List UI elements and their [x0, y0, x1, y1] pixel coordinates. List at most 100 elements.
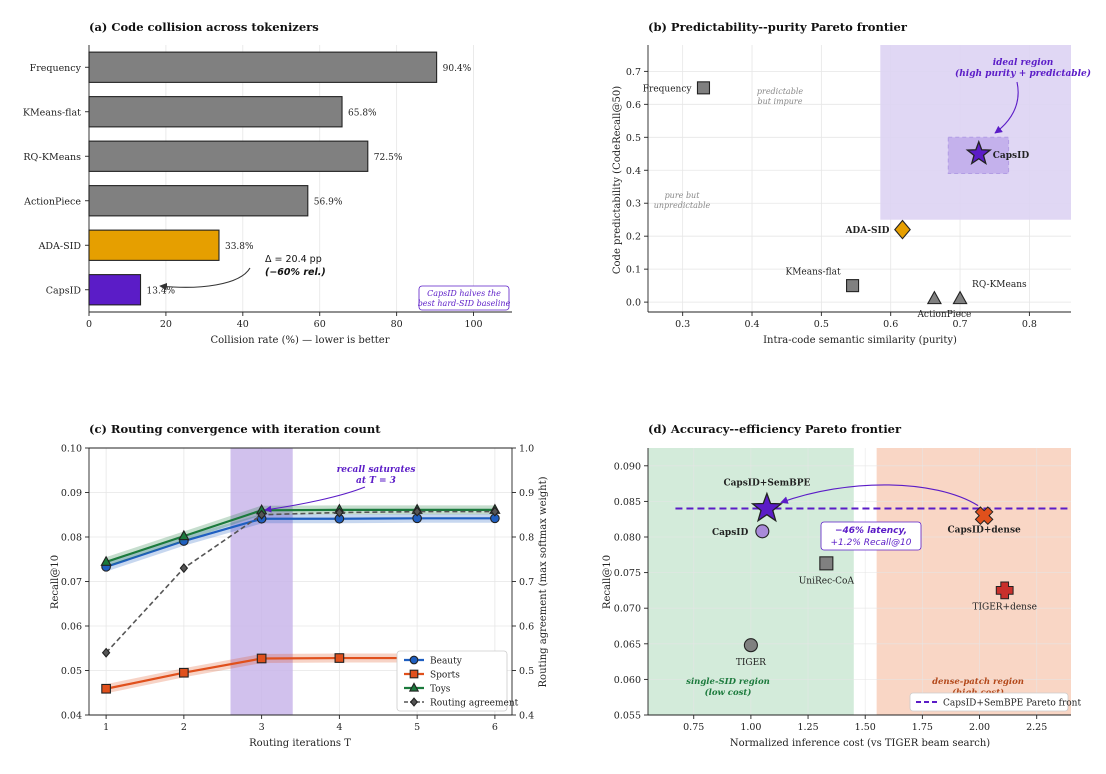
category-label-ada-sid: ADA-SID: [38, 241, 82, 252]
point-unirec-coa: [819, 556, 834, 571]
panel-b-ytick-label: 0.0: [626, 298, 641, 309]
bar-actionpiece: [88, 185, 309, 217]
point-label-unirec-coa: UniRec-CoA: [799, 576, 855, 586]
point-label-tiger: TIGER: [736, 658, 766, 668]
legend-marker-toys: [408, 682, 420, 692]
point-label-capsid: CapsID: [993, 151, 1030, 161]
panel-b-ytick-label: 0.7: [626, 67, 641, 78]
ideal-region-shade: [880, 45, 1071, 220]
value-label-kmeans-flat: 65.8%: [348, 108, 377, 118]
panel-b-ytick-label: 0.2: [626, 232, 641, 243]
panel-d-legend-label: CapsID+SemBPE Pareto front: [943, 699, 1081, 709]
panel-d-legend: CapsID+SemBPE Pareto front: [909, 692, 1081, 712]
panel-d-ytick-label: 0.060: [614, 675, 641, 686]
panel-a-xtick-label: 100: [464, 319, 482, 330]
single-sid-line1: single-SID region: [686, 677, 770, 687]
panel-b-ylabel: Code predictability (CodeRecall@50): [612, 86, 623, 274]
panel-b-xtick-label: 0.4: [744, 319, 759, 330]
saturate-line2: at T = 3: [356, 476, 396, 486]
panel-b-xlabel: Intra-code semantic similarity (purity): [763, 335, 957, 346]
point-label-tiger-dense: TIGER+dense: [972, 602, 1036, 612]
legend-label-toys: Toys: [430, 684, 451, 694]
legend-label-routing-agreement: Routing agreement: [430, 698, 519, 708]
panel-c-xtick-label: 4: [336, 722, 342, 733]
panel-c-ytick-right-label: 1.0: [519, 444, 534, 455]
panel-c-ytick-right-label: 0.8: [519, 533, 534, 544]
pure-unpredictable-line1: pure but: [665, 191, 701, 200]
panel-c-ytick-right-label: 0.7: [519, 577, 534, 588]
point-label-ada-sid: ADA-SID: [844, 226, 889, 236]
panel-c-ytick-label: 0.09: [61, 488, 82, 499]
line-beauty: [105, 517, 495, 568]
category-label-frequency: Frequency: [30, 63, 82, 74]
marker-routing-agreement: [335, 507, 344, 518]
point-capsid-sembpe: [750, 491, 783, 523]
panel-c-routing-chart: (c) Routing convergence with iteration c…: [50, 422, 549, 749]
marker-toys: [100, 555, 112, 566]
point-ada-sid: [894, 219, 911, 240]
marker-routing-agreement: [490, 506, 500, 517]
category-label-kmeans-flat: KMeans-flat: [23, 107, 81, 118]
panel-c-ytick-label: 0.07: [61, 577, 82, 588]
panel-a-xtick-label: 60: [314, 319, 326, 330]
marker-routing-agreement: [412, 506, 422, 517]
panel-d-xtick-label: 2.00: [969, 722, 990, 733]
delta-annotation-line1: Δ = 20.4 pp: [265, 254, 322, 265]
dense-patch-line1: dense-patch region: [932, 677, 1024, 687]
panel-b-ytick-label: 0.5: [626, 133, 641, 144]
panel-d-xtick-label: 1.00: [740, 722, 761, 733]
point-kmeans-flat: [846, 279, 860, 293]
panel-d-xtick-label: 1.50: [855, 722, 876, 733]
value-label-actionpiece: 56.9%: [314, 197, 343, 207]
point-capsid-dense: [974, 506, 994, 526]
panel-b-ytick-label: 0.3: [626, 199, 641, 210]
panel-c-ytick-right-label: 0.4: [519, 711, 534, 722]
panel-b-predictability-chart: (b) Predictability--purity Pareto fronti…: [612, 20, 1091, 346]
panel-c-xtick-label: 6: [492, 722, 498, 733]
value-label-rq-kmeans: 72.5%: [374, 153, 403, 163]
panel-d-ytick-label: 0.055: [614, 711, 641, 722]
panel-c-ylabel: Recall@10: [50, 555, 61, 609]
panel-c-xtick-label: 2: [181, 722, 187, 733]
line-toys: [105, 508, 495, 563]
panel-b-ytick-label: 0.1: [626, 265, 641, 276]
panel-d-ytick-label: 0.085: [614, 497, 641, 508]
panel-a-xlabel: Collision rate (%) — lower is better: [211, 335, 390, 346]
panel-a-title: (a) Code collision across tokenizers: [89, 20, 319, 34]
panel-b-xtick-label: 0.7: [952, 319, 967, 330]
panel-c-legend: Beauty Sports Toys Routing agreement: [396, 650, 519, 712]
point-capsid: [965, 139, 992, 166]
marker-routing-agreement: [257, 509, 266, 520]
panel-d-xtick-label: 1.75: [912, 722, 933, 733]
panel-c-ylabel-right: Routing agreement (max softmax weight): [538, 476, 549, 687]
point-tiger-dense: [995, 581, 1014, 600]
point-rq-kmeans: [952, 290, 968, 305]
point-label-frequency: Frequency: [643, 84, 693, 94]
point-label-kmeans-flat: KMeans-flat: [785, 268, 840, 278]
panel-b-xtick-label: 0.8: [1022, 319, 1037, 330]
panel-c-ytick-right-label: 0.9: [519, 488, 534, 499]
legend-marker-beauty: [409, 655, 419, 665]
panel-b-xtick-label: 0.3: [675, 319, 690, 330]
point-tiger: [743, 638, 758, 653]
bar-capsid: [88, 274, 142, 306]
panel-d-xtick-label: 2.25: [1026, 722, 1047, 733]
panel-a-collision-chart: (a) Code collision across tokenizers Fre…: [23, 20, 512, 346]
panel-b-ytick-label: 0.4: [626, 166, 641, 177]
bar-kmeans-flat: [88, 96, 343, 128]
panel-b-xtick-label: 0.6: [883, 319, 898, 330]
category-label-capsid: CapsID: [46, 285, 82, 296]
saturation-highlight: [230, 448, 293, 715]
bar-rq-kmeans: [88, 140, 369, 172]
point-frequency: [696, 81, 711, 95]
panel-d-ytick-label: 0.080: [614, 533, 641, 544]
marker-routing-agreement: [101, 647, 111, 658]
ideal-region-line1: ideal region: [993, 58, 1054, 68]
panel-d-ytick-label: 0.065: [614, 639, 641, 650]
panel-c-ytick-label: 0.04: [61, 711, 82, 722]
point-label-rq-kmeans: RQ-KMeans: [972, 280, 1027, 290]
panel-a-xtick-label: 40: [237, 319, 249, 330]
improvement-arrow: [780, 484, 979, 507]
ideal-region-line2: (high purity + predictable): [955, 68, 1091, 79]
